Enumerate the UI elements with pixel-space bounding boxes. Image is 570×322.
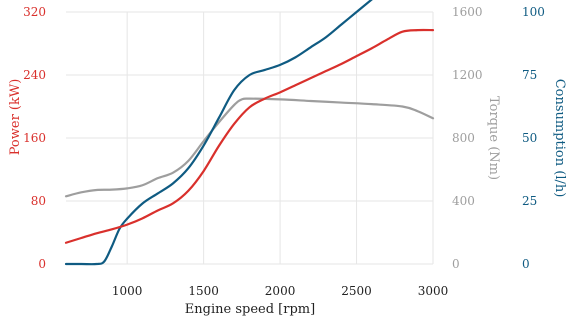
x-tick-label: 2500 [341, 284, 372, 298]
power-axis-title: Power (kW) [8, 79, 23, 156]
power-tick-label: 80 [31, 194, 46, 208]
torque-tick-label: 1600 [452, 5, 483, 19]
torque-axis-title: Torque (Nm) [486, 96, 501, 180]
x-tick-label: 1500 [188, 284, 219, 298]
power-tick-label: 320 [23, 5, 46, 19]
consumption-tick-label: 75 [522, 68, 537, 82]
consumption-tick-label: 50 [522, 131, 537, 145]
consumption-tick-label: 100 [522, 5, 545, 19]
plot-area [64, 0, 435, 266]
consumption-tick-label: 0 [522, 257, 530, 271]
power-tick-label: 240 [23, 68, 46, 82]
power-series-line [64, 28, 435, 244]
torque-tick-label: 400 [452, 194, 475, 208]
ticks: 0 80 160 240 320 0 400 800 1200 1600 0 25 50 75 100 100… [23, 5, 545, 298]
grid [66, 11, 434, 265]
x-tick-label: 1000 [112, 284, 143, 298]
consumption-tick-label: 25 [522, 194, 537, 208]
power-tick-label: 0 [38, 257, 46, 271]
torque-tick-label: 0 [452, 257, 460, 271]
consumption-series-line [64, 0, 373, 266]
consumption-axis-title: Consumption (l/h) [552, 79, 567, 198]
torque-tick-label: 1200 [452, 68, 483, 82]
x-axis-title: Engine speed [rpm] [185, 302, 315, 317]
torque-series-line [64, 97, 435, 198]
x-tick-label: 3000 [418, 284, 449, 298]
x-tick-label: 2000 [265, 284, 296, 298]
power-tick-label: 160 [23, 131, 46, 145]
torque-tick-label: 800 [452, 131, 475, 145]
